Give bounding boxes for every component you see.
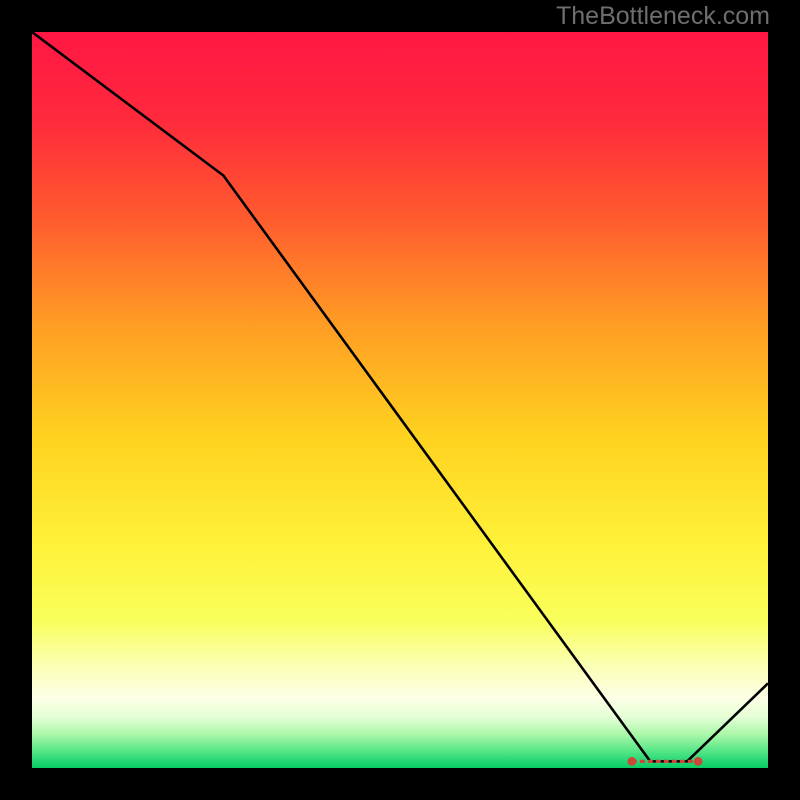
flat-band-marker-start bbox=[627, 757, 636, 766]
watermark-text: TheBottleneck.com bbox=[556, 2, 770, 31]
chart-plot bbox=[32, 32, 768, 768]
flat-band-marker-end bbox=[694, 757, 703, 766]
chart-background bbox=[32, 32, 768, 768]
stage: TheBottleneck.com bbox=[0, 0, 800, 800]
